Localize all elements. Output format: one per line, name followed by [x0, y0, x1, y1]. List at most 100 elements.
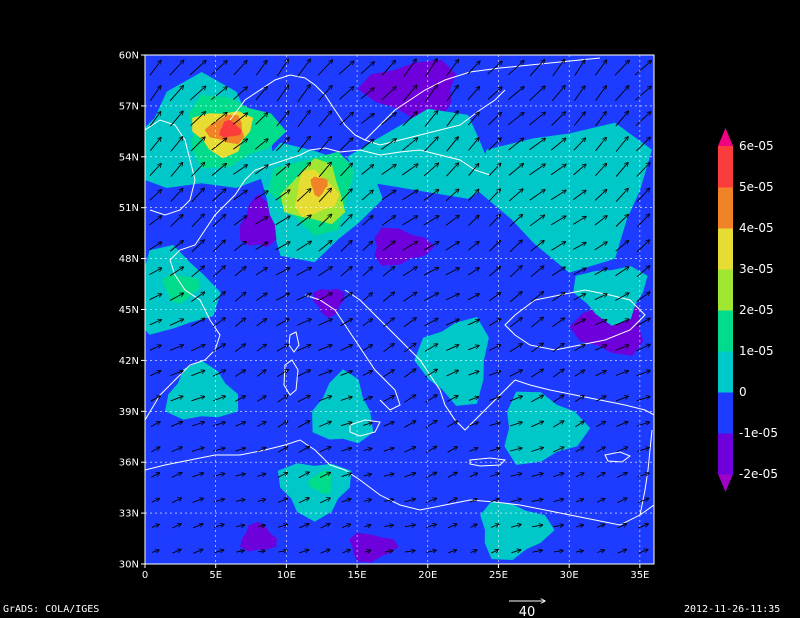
island-sardinia: [283, 359, 299, 396]
wind-vector: [297, 85, 310, 102]
wind-vector: [338, 87, 353, 100]
colorbar-label: 3e-05: [739, 262, 774, 276]
wind-vector: [236, 525, 245, 527]
colorbar-segment: [718, 269, 733, 311]
wind-vector: [191, 396, 204, 402]
wind-vector: [212, 422, 225, 427]
wind-vector: [636, 422, 650, 427]
wind-vector: [573, 112, 585, 126]
wind-vector: [170, 241, 183, 252]
wind-vector: [448, 550, 457, 553]
wind-vector: [362, 345, 372, 351]
wind-vector: [211, 112, 227, 126]
wind-vector: [150, 396, 161, 402]
wind-vector: [254, 139, 268, 150]
wind-vector: [318, 162, 331, 178]
wind-vector: [212, 214, 226, 227]
wind-vector: [320, 524, 331, 529]
wind-vector: [551, 112, 566, 126]
wind-vector: [363, 423, 372, 426]
wind-vector: [614, 60, 629, 76]
wind-vector: [340, 240, 352, 252]
colorbar-segment: [718, 228, 733, 270]
x-tick-label: 10E: [277, 570, 296, 581]
wind-vector: [424, 318, 439, 327]
wind-vector: [616, 422, 628, 427]
wind-vector: [190, 112, 206, 127]
wind-vector: [276, 137, 289, 152]
wind-vector: [447, 498, 457, 504]
wind-vector: [403, 85, 416, 102]
wind-vector: [615, 241, 629, 252]
wind-vector: [298, 524, 309, 529]
wind-vector: [423, 216, 439, 226]
wind-vector: [574, 345, 585, 352]
wind-vector: [318, 111, 332, 127]
coastline-black-sea: [504, 289, 646, 351]
wind-vector: [531, 421, 543, 428]
wind-vector: [423, 267, 439, 276]
wind-vector: [342, 524, 350, 529]
wind-vector: [341, 448, 351, 452]
wind-vector: [170, 345, 183, 351]
wind-vector: [594, 242, 608, 251]
wind-vector: [551, 242, 566, 251]
wind-vector: [638, 549, 649, 554]
colorbar-segment: [718, 433, 733, 475]
wind-vector: [151, 447, 160, 453]
wind-vector: [151, 473, 160, 478]
colorbar-label: -1e-05: [739, 426, 778, 440]
wind-vector: [402, 164, 418, 176]
wind-vector: [320, 549, 330, 554]
wind-vector: [382, 267, 395, 277]
wind-vector: [212, 318, 225, 328]
wind-vector: [151, 550, 159, 552]
colorbar-segment: [718, 310, 733, 352]
wind-vector: [530, 266, 544, 278]
wind-vector: [510, 474, 522, 477]
wind-vector: [635, 112, 651, 126]
wind-vector: [296, 215, 311, 227]
wind-vector: [507, 61, 524, 76]
wind-vector: [149, 60, 161, 76]
wind-vector: [468, 397, 479, 401]
wind-vector: [169, 293, 184, 301]
wind-vector: [489, 448, 500, 452]
wind-vector: [509, 214, 523, 227]
wind-vector: [149, 164, 161, 176]
wind-vector: [423, 242, 439, 251]
wind-vector: [489, 241, 501, 252]
wind-vector: [340, 163, 353, 177]
wind-vector: [383, 448, 394, 452]
wind-vector: [296, 267, 312, 276]
wind-vector: [319, 447, 331, 453]
wind-vector: [191, 422, 205, 427]
wind-vector: [214, 550, 224, 553]
wind-vector: [297, 110, 310, 128]
wind-vector: [257, 422, 266, 427]
wind-vector: [447, 472, 457, 478]
wind-vector: [509, 318, 522, 328]
wind-vector: [509, 292, 522, 303]
wind-vector: [170, 396, 183, 402]
wind-vector: [275, 190, 290, 201]
contour-region: [573, 266, 648, 326]
wind-vector: [470, 550, 477, 553]
wind-vector: [190, 318, 205, 327]
wind-vector: [381, 87, 396, 101]
contour-region: [374, 227, 435, 266]
footer-credit: GrADS: COLA/IGES: [3, 604, 100, 615]
wind-vector: [511, 550, 521, 553]
wind-vector: [510, 524, 521, 527]
wind-vector: [594, 60, 606, 76]
wind-vector: [404, 421, 416, 428]
wind-vector: [255, 268, 267, 276]
wind-vector: [531, 317, 543, 328]
wind-vector: [488, 163, 501, 177]
wind-vector: [469, 473, 478, 478]
wind-vector: [150, 112, 160, 126]
x-tick-label: 0: [142, 570, 148, 581]
wind-vector: [149, 137, 161, 151]
wind-vector: [597, 550, 604, 552]
wind-vector: [190, 137, 205, 152]
